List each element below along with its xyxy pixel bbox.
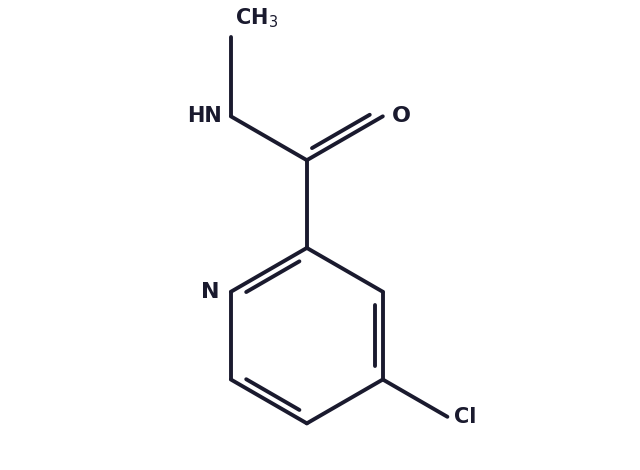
Text: HN: HN [188, 106, 222, 126]
Text: O: O [392, 106, 411, 126]
Text: N: N [201, 282, 220, 302]
Text: CH$_3$: CH$_3$ [236, 7, 278, 31]
Text: Cl: Cl [454, 407, 477, 427]
